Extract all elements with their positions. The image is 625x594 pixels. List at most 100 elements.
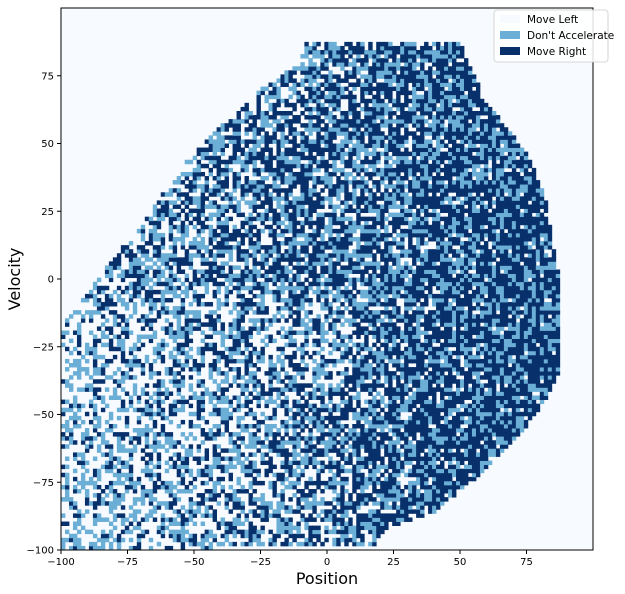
heatmap-cell — [104, 334, 110, 340]
heatmap-cell — [491, 322, 497, 327]
heatmap-cell — [432, 403, 437, 409]
heatmap-cell — [344, 489, 349, 494]
heatmap-cell — [483, 452, 489, 457]
heatmap-cell — [487, 318, 493, 323]
heatmap-cell — [452, 363, 457, 368]
heatmap-cell — [543, 322, 549, 327]
heatmap-cell — [232, 273, 237, 279]
heatmap-cell — [388, 273, 393, 279]
heatmap-cell — [168, 379, 174, 384]
heatmap-cell — [352, 444, 357, 449]
heatmap-cell — [80, 314, 86, 319]
heatmap-cell — [475, 277, 481, 283]
heatmap-cell — [324, 306, 329, 311]
heatmap-cell — [479, 281, 485, 287]
heatmap-cell — [448, 281, 453, 287]
heatmap-cell — [196, 367, 202, 372]
heatmap-cell — [424, 297, 429, 303]
heatmap-cell — [284, 302, 289, 307]
heatmap-cell — [260, 273, 265, 279]
heatmap-cell — [160, 269, 166, 274]
heatmap-cell — [284, 407, 289, 413]
heatmap-cell — [116, 285, 122, 291]
heatmap-cell — [444, 411, 449, 417]
heatmap-cell — [483, 326, 489, 331]
heatmap-cell — [180, 330, 186, 335]
heatmap-cell — [507, 334, 513, 340]
heatmap-cell — [148, 501, 154, 506]
heatmap-cell — [244, 367, 249, 372]
heatmap-cell — [499, 289, 505, 295]
heatmap-cell — [172, 306, 178, 311]
heatmap-cell — [344, 375, 349, 380]
heatmap-cell — [208, 277, 214, 283]
heatmap-cell — [368, 354, 373, 360]
heatmap-cell — [436, 293, 441, 299]
heatmap-cell — [428, 314, 433, 319]
heatmap-cell — [463, 440, 469, 445]
heatmap-cell — [180, 545, 186, 551]
heatmap-cell — [100, 464, 106, 470]
heatmap-cell — [424, 330, 429, 335]
heatmap-cell — [527, 399, 533, 405]
heatmap-cell — [156, 395, 162, 400]
heatmap-cell — [507, 281, 513, 287]
heatmap-cell — [236, 346, 241, 352]
heatmap-cell — [412, 428, 417, 433]
heatmap-cell — [128, 375, 134, 380]
heatmap-cell — [160, 306, 166, 311]
heatmap-cell — [368, 419, 373, 425]
heatmap-cell — [356, 289, 361, 295]
heatmap-cell — [104, 387, 110, 392]
heatmap-cell — [340, 501, 345, 506]
heatmap-cell — [72, 423, 78, 429]
heatmap-cell — [396, 464, 401, 470]
heatmap-cell — [132, 285, 138, 291]
heatmap-cell — [252, 326, 257, 331]
heatmap-cell — [120, 448, 126, 453]
heatmap-cell — [344, 411, 349, 417]
heatmap-cell — [176, 383, 182, 388]
heatmap-cell — [507, 302, 513, 307]
heatmap-cell — [164, 448, 170, 453]
heatmap-cell — [507, 440, 513, 445]
heatmap-cell — [384, 379, 389, 384]
heatmap-cell — [88, 310, 94, 315]
heatmap-cell — [228, 326, 233, 331]
heatmap-cell — [348, 444, 353, 449]
heatmap-cell — [372, 480, 377, 486]
heatmap-cell — [479, 367, 485, 372]
heatmap-cell — [507, 367, 513, 372]
heatmap-cell — [503, 444, 509, 449]
heatmap-cell — [108, 444, 114, 449]
heatmap-cell — [188, 330, 194, 335]
heatmap-cell — [352, 277, 357, 283]
heatmap-cell — [380, 529, 385, 535]
heatmap-cell — [332, 419, 337, 425]
heatmap-cell — [527, 297, 533, 303]
heatmap-cell — [499, 432, 505, 437]
heatmap-cell — [72, 371, 78, 376]
heatmap-cell — [216, 273, 221, 279]
heatmap-cell — [316, 525, 321, 531]
heatmap-cell — [487, 277, 493, 283]
heatmap-cell — [184, 285, 190, 291]
heatmap-cell — [140, 448, 146, 453]
heatmap-cell — [495, 326, 501, 331]
heatmap-cell — [196, 322, 202, 327]
heatmap-cell — [140, 387, 146, 392]
heatmap-cell — [312, 342, 317, 348]
heatmap-cell — [428, 281, 433, 287]
heatmap-cell — [312, 505, 317, 510]
heatmap-cell — [372, 354, 377, 360]
heatmap-cell — [412, 436, 417, 441]
heatmap-cell — [312, 436, 317, 441]
heatmap-cell — [264, 334, 269, 340]
heatmap-cell — [515, 419, 521, 425]
heatmap-cell — [200, 493, 206, 498]
heatmap-cell — [320, 448, 325, 453]
heatmap-cell — [228, 476, 233, 482]
heatmap-cell — [527, 346, 533, 352]
heatmap-cell — [276, 395, 281, 400]
heatmap-cell — [400, 501, 405, 506]
